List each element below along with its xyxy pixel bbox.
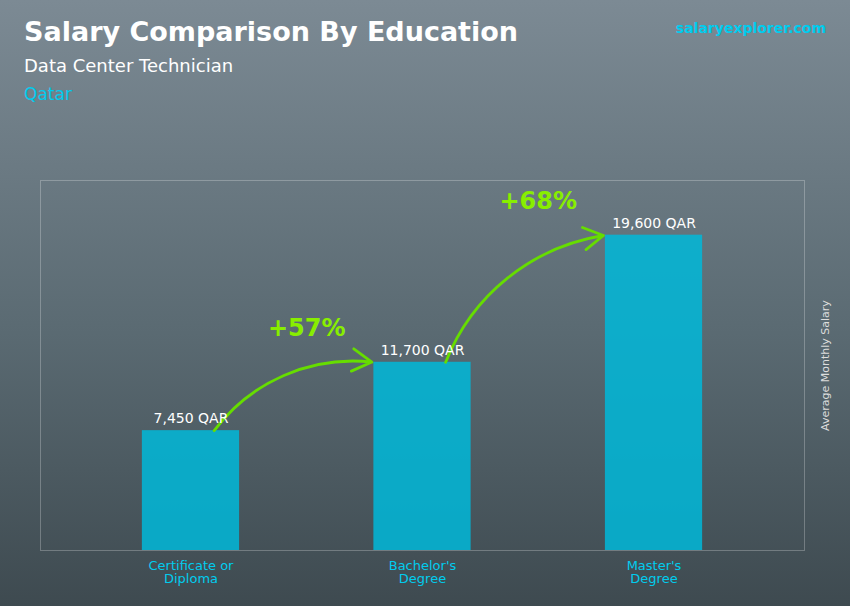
- svg-text:Certificate orDiploma: Certificate orDiploma: [149, 558, 235, 586]
- html-text:salaryexplorer.com: salaryexplorer.com: [675, 20, 826, 36]
- svg-text:19,600 QAR: 19,600 QAR: [612, 215, 696, 231]
- svg-text:Master'sDegree: Master'sDegree: [627, 558, 682, 586]
- html-text:Salary Comparison By Education: Salary Comparison By Education: [24, 16, 518, 47]
- svg-text:11,700 QAR: 11,700 QAR: [381, 342, 465, 358]
- html-text:Qatar: Qatar: [24, 84, 72, 104]
- html-text:Data Center Technician: Data Center Technician: [24, 55, 234, 76]
- svg-text:Average Monthly Salary: Average Monthly Salary: [819, 300, 832, 431]
- svg-text:+57%: +57%: [268, 314, 346, 342]
- svg-text:Bachelor'sDegree: Bachelor'sDegree: [389, 558, 457, 586]
- svg-text:7,450 QAR: 7,450 QAR: [154, 410, 229, 426]
- svg-text:+68%: +68%: [499, 187, 577, 215]
